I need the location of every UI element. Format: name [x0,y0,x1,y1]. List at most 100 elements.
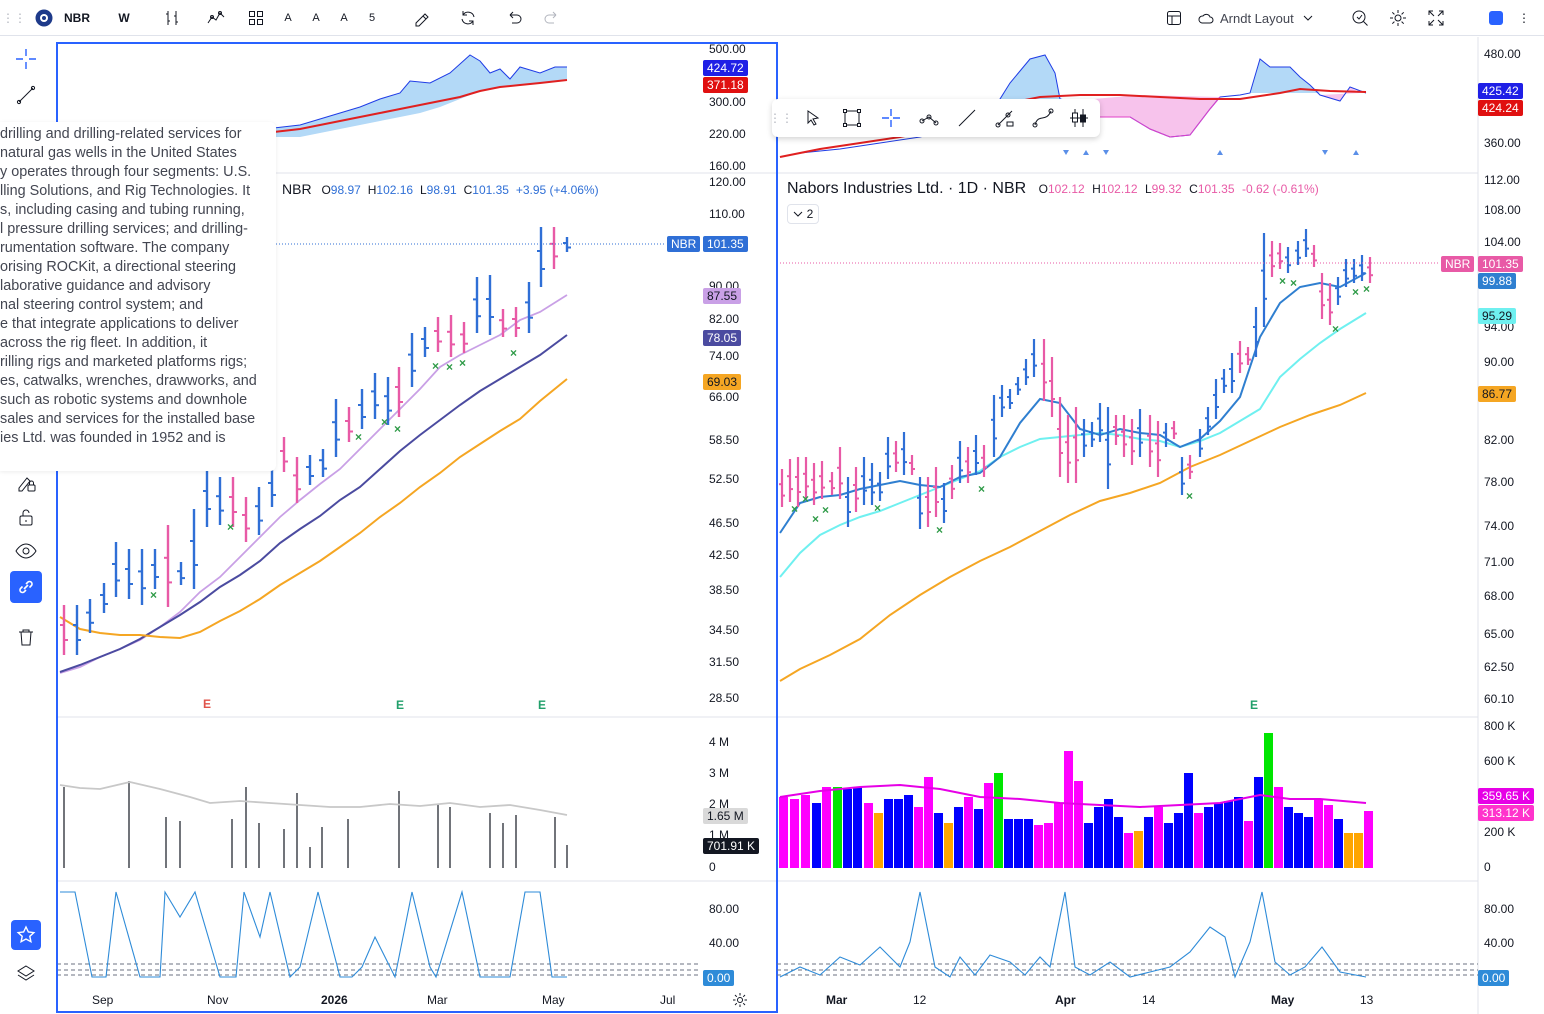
volume-bar [1284,807,1293,868]
description-line: y operates through four segments: U.S. [0,164,252,180]
curve-tool-icon[interactable] [1030,106,1056,130]
watchlist-star-icon[interactable] [11,920,41,950]
text-button-3[interactable]: A [340,12,348,24]
volume-bar [1364,811,1373,868]
eraser-icon[interactable] [410,7,434,29]
color-square-icon[interactable] [1488,7,1504,29]
ma-label: 87.55 [703,288,742,304]
earnings-marker[interactable]: E [1250,698,1259,712]
symbol-search-button[interactable]: NBR [64,11,90,25]
signal-x-mark: × [1279,274,1286,288]
path-tool-icon[interactable] [916,106,942,130]
earnings-marker[interactable]: E [538,698,547,712]
axis-settings-icon[interactable] [732,992,748,1011]
layers-icon[interactable] [10,958,42,990]
trash-icon[interactable] [10,621,42,653]
time-axis-label: 12 [913,993,927,1007]
low-value: 98.91 [426,183,457,197]
quick-search-icon[interactable] [1348,7,1372,29]
axis-label: 800 K [1484,719,1516,733]
signal-x-mark: × [791,502,798,516]
description-line: natural gas wells in the United States [0,145,237,161]
ma-mid-line [779,312,1367,578]
redo-icon[interactable] [540,7,564,29]
floating-drawing-toolbar: ⋮⋮ [769,99,1100,137]
bar-style-icon[interactable] [160,7,184,29]
ma-label: 99.88 [1478,273,1517,289]
volume-bar [944,823,953,868]
rs-line [264,54,567,130]
volume-average-label: 359.65 K [1478,788,1535,804]
refresh-icon[interactable] [456,7,480,29]
unlock-icon[interactable] [10,501,42,533]
time-axis-label: 13 [1360,993,1374,1007]
undo-icon[interactable] [502,7,526,29]
volume-bar [894,799,903,868]
candle-tool-icon[interactable] [1066,106,1092,130]
volume-bar [1114,817,1123,868]
close-label: C [463,183,473,197]
change-value: -0.62 (-0.61%) [1241,182,1319,196]
more-menu-icon[interactable]: ⋮ [1518,11,1530,25]
volume-value-label: 701.91 K [703,838,760,854]
ma-weekly-slow [59,378,568,640]
change-value: +3.95 (+4.06%) [515,183,599,197]
description-line: such as robotic systems and downhole [0,392,248,408]
trend-line-icon[interactable] [10,79,42,111]
signal-x-mark: × [510,346,517,360]
axis-label: 71.00 [1484,555,1515,569]
earnings-marker[interactable]: E [396,698,405,712]
drag-handle-icon[interactable]: ⋮⋮ [2,11,26,25]
ma-label: 86.77 [1478,386,1517,402]
signal-x-mark: × [812,512,819,526]
crosshair-icon[interactable] [10,43,42,75]
rs-average-label: 424.24 [1478,100,1523,116]
rectangle-tool-icon[interactable] [839,106,865,130]
axis-label: 74.00 [709,349,740,363]
volume-bar [1164,823,1173,868]
volume-bar [1214,803,1223,868]
time-axis-label: May [542,993,565,1007]
templates-icon[interactable] [244,7,268,29]
link-icon[interactable] [10,571,42,603]
open-value: 98.97 [330,183,361,197]
low-label: L [1144,182,1152,196]
indicators-collapse-button[interactable]: 2 [787,204,819,224]
left-volume-bars [63,781,568,868]
text-button-4[interactable]: 5 [368,12,376,24]
text-button-2[interactable]: A [312,12,320,24]
eye-icon[interactable] [10,535,42,567]
settings-gear-icon[interactable] [1386,7,1410,29]
signal-x-mark: × [446,360,453,374]
signal-triangle [1322,150,1328,155]
line-tool-icon[interactable] [954,106,980,130]
chart-canvas[interactable]: ×××× ×× × ×× ×××× ××× ×× ××× × [0,37,1544,1014]
layout-switcher[interactable]: Arndt Layout [1198,7,1328,29]
top-toolbar: ⋮⋮ NBR W A A A 5 Arndt Layout [0,0,1544,36]
fullscreen-icon[interactable] [1424,7,1448,29]
rs-area-fill [1000,55,1060,99]
axis-label: 46.50 [709,516,740,530]
cursor-arrow-icon[interactable] [800,106,826,130]
description-line: ies Ltd. was founded in 1952 and is [0,430,226,446]
drag-handle-icon[interactable]: ⋮⋮ [769,111,793,125]
volume-bar [924,777,933,868]
ma-label: 69.03 [703,374,742,390]
crosshair-tool-icon[interactable] [878,106,904,130]
indicators-icon[interactable] [204,7,228,29]
right-osc-band [777,963,1478,976]
volume-bar [994,773,1003,868]
axis-label: 300.00 [709,95,746,109]
lock-drawing-icon[interactable] [10,467,42,499]
ma-weekly-mid [59,334,568,673]
ray-tool-icon[interactable] [992,106,1018,130]
layout-grid-icon[interactable] [1162,7,1186,29]
text-button-1[interactable]: A [284,12,292,24]
rs-area-fill-neg [1070,95,1220,137]
signal-triangle [1217,150,1223,155]
interval-button[interactable]: W [118,11,130,25]
osc-value-label: 0.00 [703,970,735,986]
earnings-marker[interactable]: E [203,697,212,711]
volume-bar [1294,813,1303,868]
volume-bar [1254,777,1263,868]
